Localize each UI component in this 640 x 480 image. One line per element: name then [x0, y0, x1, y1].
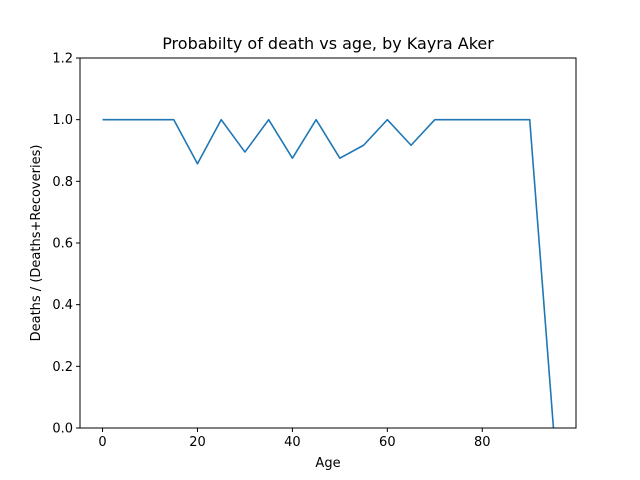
- axis-ticks: 0 20 40 60 80 0.0 0.2 0.4 0.6 0.8 1.0 1.2: [52, 52, 490, 451]
- y-tick-label: 0.8: [52, 175, 73, 190]
- y-tick-label: 0.0: [52, 422, 73, 437]
- y-axis-label: Deaths / (Deaths+Recoveries): [29, 145, 44, 342]
- plot-area: [102, 118, 555, 429]
- axes-frame: [79, 57, 577, 429]
- y-tick-label: 0.6: [52, 237, 73, 252]
- y-tick-label: 0.2: [52, 360, 73, 375]
- x-axis-label: Age: [315, 456, 340, 471]
- x-tick-label: 40: [284, 435, 301, 450]
- y-tick-label: 1.2: [52, 52, 73, 67]
- series-line: [102, 118, 555, 429]
- x-tick-label: 80: [474, 435, 491, 450]
- chart-title: Probabilty of death vs age, by Kayra Ake…: [162, 34, 494, 53]
- x-tick-label: 60: [379, 435, 396, 450]
- y-tick-label: 0.4: [52, 298, 73, 313]
- x-tick-label: 20: [189, 435, 206, 450]
- y-tick-label: 1.0: [52, 113, 73, 128]
- x-tick-label: 0: [98, 435, 106, 450]
